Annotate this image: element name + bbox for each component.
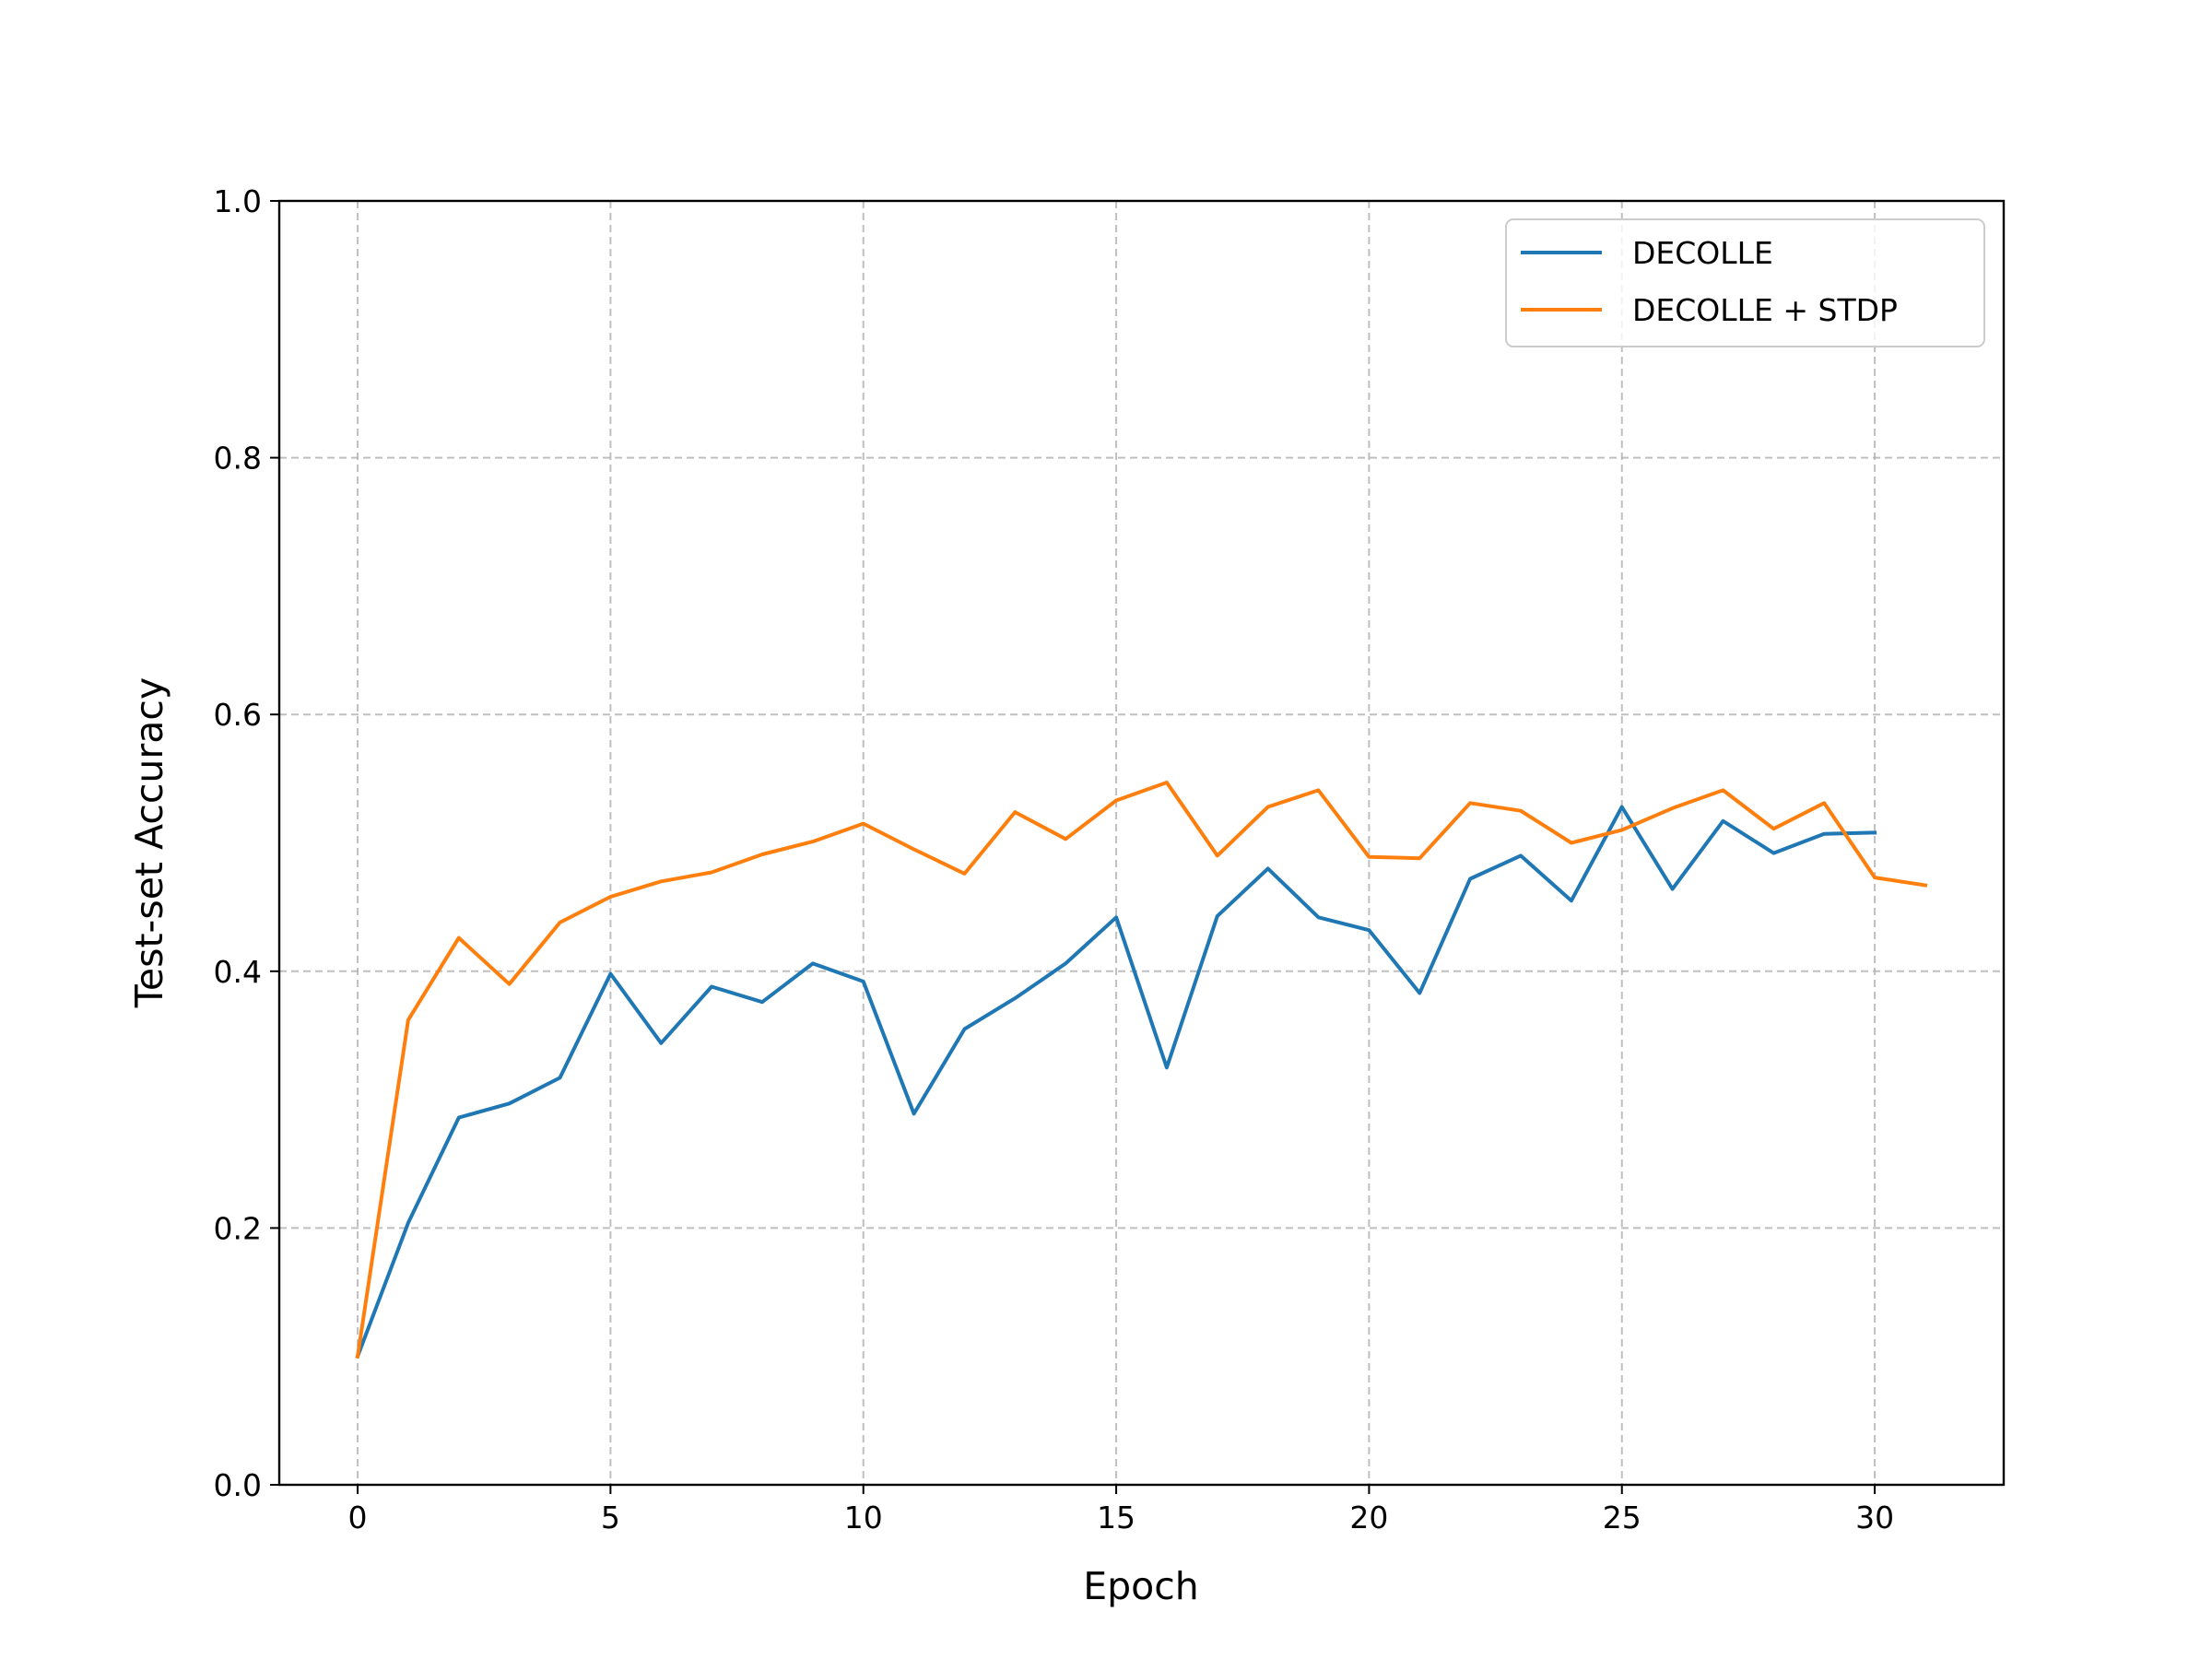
legend: DECOLLE DECOLLE + STDP	[1505, 218, 1985, 347]
y-tick-label: 0.2	[214, 1210, 262, 1246]
x-tick-label: 10	[844, 1500, 883, 1535]
y-axis-label: Test-set Accuracy	[127, 677, 171, 1008]
legend-label-decolle-stdp: DECOLLE + STDP	[1632, 292, 1898, 328]
y-tick-label: 0.8	[214, 441, 262, 477]
y-tick-label: 1.0	[214, 183, 262, 219]
x-tick-label: 15	[1097, 1500, 1135, 1535]
grid-lines	[279, 200, 2004, 1486]
x-tick-label: 25	[1603, 1500, 1641, 1535]
x-axis-label: Epoch	[1083, 1564, 1199, 1608]
plot-area	[279, 201, 2004, 1485]
legend-label-decolle: DECOLLE	[1632, 235, 1773, 271]
x-tick-label: 30	[1855, 1500, 1894, 1535]
x-tick-label: 5	[601, 1500, 620, 1535]
series-layer	[355, 781, 1928, 1359]
y-axis: 0.0 0.2 0.4 0.6 0.8 1.0	[214, 183, 279, 1503]
series-line-decolle	[355, 805, 1877, 1359]
y-tick-label: 0.6	[214, 697, 262, 733]
x-axis: 0 5 10 15 20 25 30	[348, 1485, 1894, 1535]
axes-frame	[277, 199, 2006, 1487]
series-line-decolle-stdp	[355, 781, 1928, 1359]
x-tick-label: 20	[1349, 1500, 1388, 1535]
y-tick-label: 0.0	[214, 1467, 262, 1503]
x-tick-label: 0	[348, 1500, 368, 1535]
legend-box	[1505, 218, 1985, 347]
y-tick-label: 0.4	[214, 954, 262, 990]
